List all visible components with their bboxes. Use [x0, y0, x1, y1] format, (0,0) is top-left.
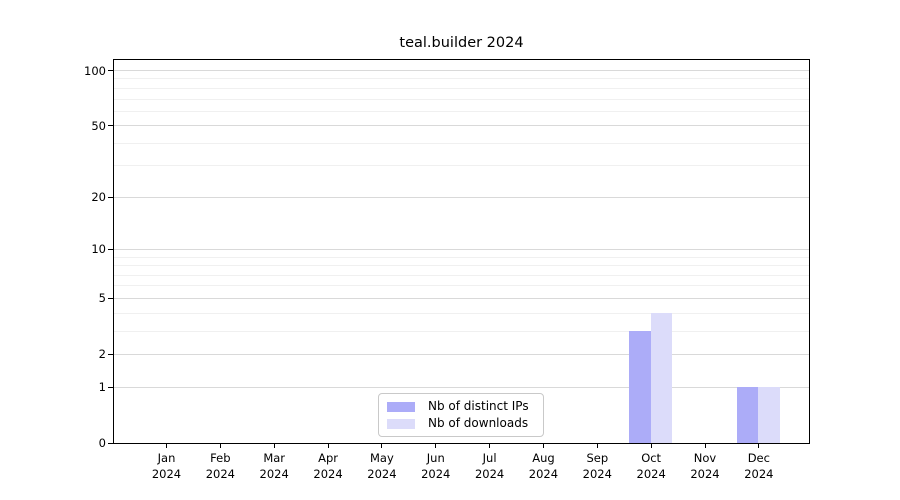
minor-gridline [114, 78, 809, 80]
bar-distinct-ips [629, 331, 651, 443]
y-axis-tick-label: 100 [84, 63, 106, 78]
plot-area: Nb of distinct IPs Nb of downloads 0 1 2 5 1… [84, 59, 810, 481]
bar-distinct-ips [736, 387, 759, 443]
minor-gridline [114, 274, 809, 276]
major-gridline [114, 70, 809, 72]
minor-gridline [114, 256, 809, 258]
x-axis-tick [650, 444, 652, 448]
legend-item-distinct-ips: Nb of distinct IPs [387, 400, 534, 413]
legend-item-downloads: Nb of downloads [387, 417, 534, 430]
chart-title: teal.builder 2024 [399, 35, 524, 51]
x-axis-tick [381, 444, 383, 448]
major-gridline [114, 248, 809, 250]
major-gridline [114, 386, 809, 388]
x-axis-tick [435, 444, 437, 448]
y-axis-tick-label: 10 [91, 242, 106, 257]
minor-gridline [114, 110, 809, 112]
y-axis-tick-label: 0 [98, 436, 106, 450]
x-axis-tick [166, 444, 167, 448]
minor-gridline [114, 142, 809, 144]
major-gridline [114, 196, 809, 198]
x-axis-tick [219, 444, 221, 448]
major-gridline [114, 297, 809, 299]
minor-gridline [114, 312, 809, 314]
y-axis-tick [108, 442, 113, 444]
x-axis-tick-label: Mar 2024 [259, 451, 289, 481]
minor-gridline [114, 285, 809, 287]
x-axis-tick-label: Jun 2024 [421, 451, 451, 481]
minor-gridline [114, 87, 809, 89]
x-axis-tick [542, 444, 544, 448]
x-axis-tick-label: Aug 2024 [528, 451, 559, 481]
x-axis-tick-label: Nov 2024 [690, 451, 720, 481]
y-axis-tick [108, 353, 113, 355]
y-axis-tick-label: 50 [91, 118, 106, 133]
y-axis-tick [108, 70, 113, 72]
bar-downloads [650, 313, 673, 443]
x-axis-tick-label: May 2024 [367, 451, 397, 481]
major-gridline [114, 125, 809, 127]
x-axis-tick [489, 444, 491, 448]
x-axis-tick-label: Feb 2024 [205, 451, 235, 481]
legend-label-downloads: Nb of downloads [428, 416, 529, 430]
x-axis-tick [704, 444, 706, 448]
y-axis-tick [108, 125, 113, 127]
y-axis-tick-label: 20 [91, 190, 106, 205]
legend: Nb of distinct IPs Nb of downloads [378, 393, 544, 437]
minor-gridline [114, 165, 809, 167]
x-axis-tick-label: Jan 2024 [151, 451, 182, 481]
x-axis-tick-label: Jul 2024 [474, 451, 505, 481]
minor-gridline [114, 330, 809, 332]
x-axis-tick-label: Sep 2024 [582, 451, 612, 481]
x-axis-tick [758, 444, 760, 448]
y-axis-tick-label: 2 [98, 347, 106, 362]
y-axis-tick [108, 248, 113, 250]
y-axis-tick [108, 297, 113, 299]
x-axis-tick-label: Apr 2024 [313, 451, 343, 481]
x-axis-tick-label: Dec 2024 [744, 451, 774, 481]
minor-gridline [114, 98, 809, 100]
x-axis-tick [596, 444, 598, 448]
bar-downloads [758, 387, 780, 443]
legend-swatch-downloads [387, 418, 415, 429]
x-axis-tick [327, 444, 329, 448]
y-axis-tick [108, 196, 113, 198]
major-gridline [114, 353, 809, 355]
x-axis-tick [273, 444, 275, 448]
minor-gridline [114, 265, 809, 267]
y-axis-tick [108, 386, 113, 388]
y-axis-tick-label: 1 [98, 380, 106, 395]
legend-label-distinct-ips: Nb of distinct IPs [428, 399, 529, 413]
y-axis-tick-label: 5 [98, 291, 106, 306]
x-axis-tick-label: Oct 2024 [636, 451, 666, 481]
legend-swatch-distinct-ips [387, 401, 415, 412]
